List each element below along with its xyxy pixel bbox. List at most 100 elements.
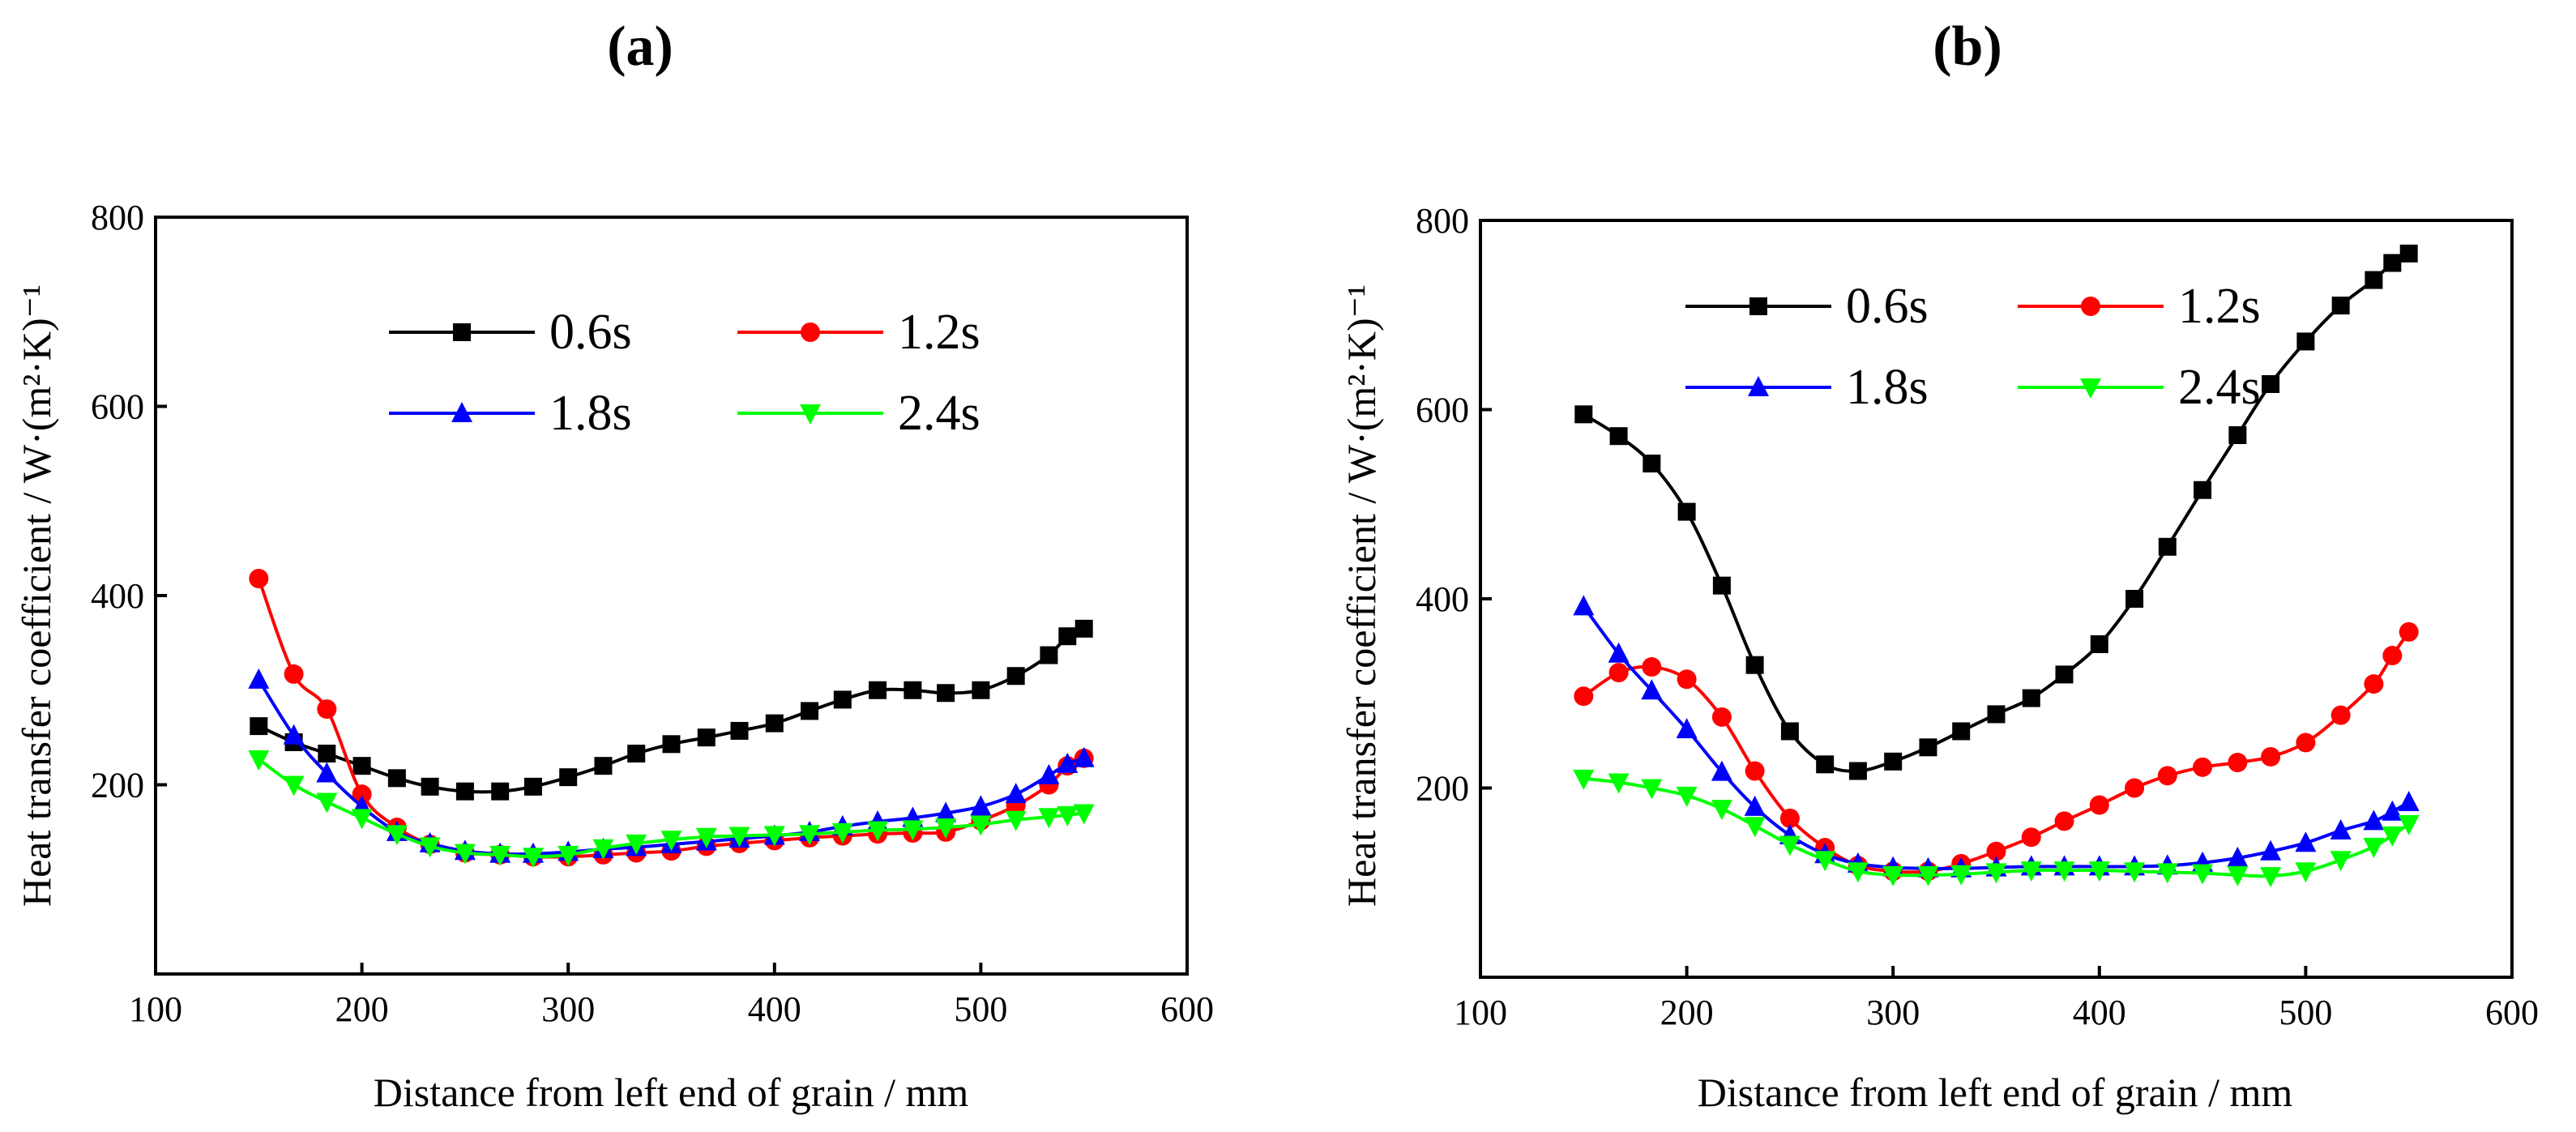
panel-label: (b) xyxy=(1933,15,2002,78)
x-tick-label: 600 xyxy=(2485,993,2539,1032)
data-point xyxy=(455,782,474,801)
data-point xyxy=(352,757,371,775)
data-point xyxy=(1779,808,1800,828)
data-point xyxy=(2227,846,2249,867)
x-axis-label: Distance from left end of grain / mm xyxy=(374,1070,969,1115)
data-point xyxy=(2054,811,2074,831)
data-point xyxy=(2090,635,2108,654)
data-point xyxy=(1745,656,1764,674)
series-line xyxy=(257,578,1085,859)
legend-label: 0.6s xyxy=(549,305,632,360)
data-point xyxy=(831,822,853,844)
data-point xyxy=(1987,705,2006,724)
x-tick-label: 400 xyxy=(748,989,801,1029)
data-point xyxy=(1609,427,1628,446)
legend-label: 2.4s xyxy=(2178,360,2261,415)
legend-item-1.2s: 1.2s xyxy=(2018,279,2261,334)
data-point xyxy=(1574,405,1593,424)
legend-label: 1.2s xyxy=(2178,279,2261,334)
y-tick-label: 800 xyxy=(1416,201,1469,241)
legend-item-1.8s: 1.8s xyxy=(389,386,632,441)
data-point xyxy=(2156,863,2178,884)
data-point xyxy=(1677,669,1697,690)
data-point xyxy=(454,844,476,865)
data-point xyxy=(316,792,338,814)
data-point xyxy=(316,762,338,783)
data-point xyxy=(1744,817,1766,838)
data-point xyxy=(1573,595,1595,616)
data-point xyxy=(419,837,441,858)
x-tick-label: 500 xyxy=(2279,993,2332,1032)
data-point xyxy=(2382,800,2403,821)
data-point xyxy=(695,827,717,848)
legend-item-1.8s: 1.8s xyxy=(1685,360,1929,415)
data-point xyxy=(1711,707,1732,727)
data-point xyxy=(801,702,819,720)
data-point xyxy=(421,777,439,796)
data-point xyxy=(1057,752,1079,773)
legend: 0.6s 1.2s 1.8s 2.4s xyxy=(389,305,980,441)
data-point xyxy=(1745,761,1765,781)
data-point xyxy=(250,717,268,736)
data-point xyxy=(2260,839,2282,861)
legend-label: 1.2s xyxy=(898,305,980,360)
data-point xyxy=(1040,646,1058,664)
data-point xyxy=(1073,746,1095,767)
data-point xyxy=(2194,481,2212,499)
data-point xyxy=(2022,689,2040,707)
series-line xyxy=(1583,252,2410,773)
series-2.4s xyxy=(1573,769,2420,888)
data-point xyxy=(2260,867,2282,888)
data-point xyxy=(2089,795,2109,815)
data-point xyxy=(972,681,990,699)
data-point xyxy=(2227,865,2249,886)
data-point xyxy=(1711,760,1732,781)
y-axis-label: Heat transfer coefficient / W·(m²·K)⁻¹ xyxy=(1339,284,1384,907)
data-point xyxy=(627,744,646,762)
data-point xyxy=(559,768,578,787)
x-tick-label: 200 xyxy=(335,989,389,1029)
x-tick-label: 300 xyxy=(541,989,595,1029)
legend-label: 1.8s xyxy=(1846,360,1929,415)
series-line xyxy=(258,627,1085,794)
data-point xyxy=(2262,374,2280,393)
data-point xyxy=(2330,819,2352,840)
data-point xyxy=(626,834,647,855)
data-point xyxy=(1073,804,1095,825)
y-tick-label: 400 xyxy=(1416,579,1469,619)
legend: 0.6s 1.2s 1.8s 2.4s xyxy=(1685,279,2261,415)
data-point xyxy=(2295,862,2317,883)
data-point xyxy=(2021,827,2041,848)
data-point xyxy=(2383,254,2402,272)
data-point xyxy=(2330,851,2352,872)
legend-marker xyxy=(801,323,820,342)
data-point xyxy=(2192,864,2214,885)
data-point xyxy=(318,744,336,762)
legend-item-2.4s: 2.4s xyxy=(2018,360,2261,415)
legend-marker xyxy=(1748,376,1769,396)
data-point xyxy=(1038,763,1060,784)
x-tick-label: 400 xyxy=(2073,993,2126,1032)
data-point xyxy=(1005,783,1027,804)
data-point xyxy=(2399,244,2418,263)
legend-label: 0.6s xyxy=(1846,279,1929,334)
data-point xyxy=(1574,686,1594,707)
data-point xyxy=(1884,752,1903,771)
series-1.2s xyxy=(1574,622,2419,882)
data-point xyxy=(2398,791,2420,812)
legend-marker xyxy=(453,323,471,341)
x-tick-label: 600 xyxy=(1160,989,1214,1029)
data-point xyxy=(1643,455,1661,473)
data-point xyxy=(2295,831,2317,852)
data-point xyxy=(2157,766,2177,786)
data-point xyxy=(1985,863,2007,884)
data-point xyxy=(763,826,785,847)
y-axis-label: Heat transfer coefficient / W·(m²·K)⁻¹ xyxy=(14,284,59,907)
data-point xyxy=(1641,779,1663,800)
panel-label: (a) xyxy=(607,15,673,78)
data-point xyxy=(2330,705,2351,725)
data-point xyxy=(1676,718,1698,739)
data-point xyxy=(1780,722,1799,741)
legend-marker xyxy=(2081,297,2100,316)
data-point xyxy=(902,820,924,841)
